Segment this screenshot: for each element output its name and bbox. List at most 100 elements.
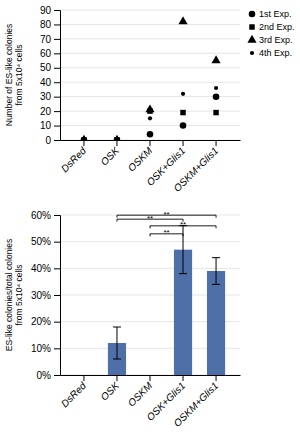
y-tick-mark xyxy=(54,322,60,323)
error-bar-cap xyxy=(212,257,220,258)
point xyxy=(213,110,218,115)
x-tick: DsRed xyxy=(59,140,89,174)
y-tick-mark xyxy=(54,82,60,83)
x-tick-mark xyxy=(183,375,184,381)
legend-marker xyxy=(247,35,256,43)
y-tick: 0 xyxy=(45,135,60,146)
y-axis-title: ES-like colonies/total coloniesfrom 5x10… xyxy=(4,239,24,351)
y-tick-label: 20 xyxy=(40,106,52,117)
y-tick: 80 xyxy=(40,19,60,30)
y-tick-label: 50% xyxy=(31,236,51,247)
grid-line xyxy=(60,125,240,126)
y-tick-mark xyxy=(54,375,60,376)
y-tick-label: 40% xyxy=(31,263,51,274)
x-tick-mark xyxy=(150,375,151,381)
y-tick-label: 40 xyxy=(40,77,52,88)
y-tick-mark xyxy=(54,39,60,40)
legend-label: 3rd Exp. xyxy=(259,35,293,45)
y-tick-mark xyxy=(54,53,60,54)
legend: 1st Exp.2nd Exp.3rd Exp.4th Exp. xyxy=(247,9,294,58)
error-bar-line xyxy=(116,327,117,359)
legend-marker xyxy=(249,11,256,18)
error-bar-cap xyxy=(113,327,121,328)
y-tick-label: 10 xyxy=(40,120,52,131)
x-tick: OSKM xyxy=(126,375,155,409)
bar xyxy=(207,271,225,375)
y-axis-title: Number of ES-like coloniesfrom 5x10⁴ cel… xyxy=(4,24,24,127)
error-bar xyxy=(212,258,220,285)
point xyxy=(213,93,220,100)
y-axis: 0102030405060708090 xyxy=(40,5,61,146)
y-tick-label: 30% xyxy=(31,290,51,301)
annotations: ******** xyxy=(117,210,216,238)
y-tick: 20% xyxy=(31,316,60,327)
significance-label: ** xyxy=(163,228,169,237)
point xyxy=(115,138,119,140)
error-bar xyxy=(179,226,187,274)
marks xyxy=(108,226,225,375)
x-tick: DsRed xyxy=(59,375,89,409)
legend-label: 4th Exp. xyxy=(259,48,292,58)
y-tick: 30% xyxy=(31,290,60,301)
y-tick-mark xyxy=(54,24,60,25)
marks xyxy=(79,16,220,140)
x-tick-label: DsRed xyxy=(59,380,89,410)
grid-line xyxy=(60,67,240,68)
y-tick-label: 80 xyxy=(40,19,52,30)
error-bars xyxy=(113,226,220,359)
x-tick-mark xyxy=(83,375,84,381)
y-tick: 40% xyxy=(31,263,60,274)
x-tick-label: OSKM+Glis1 xyxy=(171,145,220,194)
series xyxy=(81,93,220,140)
y-axis: 0% 10% 20% 30% 40% 50% 60% xyxy=(31,210,61,381)
y-tick-mark xyxy=(54,68,60,69)
y-tick: 10 xyxy=(40,120,60,131)
y-tick: 0% xyxy=(37,370,60,381)
x-tick: OSKM xyxy=(126,140,155,174)
y-tick-label: 50 xyxy=(40,62,52,73)
bars xyxy=(108,250,225,375)
point xyxy=(214,86,218,90)
y-tick-label: 0 xyxy=(45,135,51,146)
x-tick-label: OSKM xyxy=(126,379,155,408)
point xyxy=(180,122,187,129)
y-tick: 20 xyxy=(40,106,60,117)
y-tick-label: 20% xyxy=(31,316,51,327)
chart-svg: 0102030405060708090DsRedOSKOSKMOSK+Glis1… xyxy=(0,0,300,432)
grid-line xyxy=(60,38,240,39)
grid xyxy=(60,215,240,375)
x-tick-label: OSK xyxy=(98,379,122,403)
bar xyxy=(75,375,93,376)
point xyxy=(181,92,185,96)
y-tick-label: 60 xyxy=(40,48,52,59)
y-tick-mark xyxy=(54,140,60,141)
series xyxy=(82,86,218,140)
error-bar-cap xyxy=(113,359,121,360)
y-tick: 90 xyxy=(40,5,60,16)
x-tick-mark xyxy=(183,140,184,146)
legend-label: 1st Exp. xyxy=(259,9,292,19)
grid-line xyxy=(60,268,240,269)
y-tick: 10% xyxy=(31,343,60,354)
y-tick-mark xyxy=(54,348,60,349)
panel: 0102030405060708090DsRedOSKOSKMOSK+Glis1… xyxy=(4,5,295,194)
y-tick-label: 0% xyxy=(37,370,52,381)
error-bar-cap xyxy=(212,284,220,285)
grid-line xyxy=(60,82,240,83)
y-tick-mark xyxy=(54,111,60,112)
x-tick-label: OSK xyxy=(98,144,122,168)
y-tick: 60% xyxy=(31,210,60,221)
grid-line xyxy=(60,241,240,242)
y-tick-mark xyxy=(54,10,60,11)
error-bar-cap xyxy=(179,273,187,274)
y-tick: 30 xyxy=(40,91,60,102)
legend-marker xyxy=(250,51,254,55)
grid-line xyxy=(60,24,240,25)
significance-label: ** xyxy=(163,210,169,219)
y-tick-label: 60% xyxy=(31,210,51,221)
grid-line xyxy=(60,53,240,54)
legend-item: 4th Exp. xyxy=(250,48,292,58)
point xyxy=(79,135,88,140)
y-tick-label: 30 xyxy=(40,91,52,102)
point xyxy=(180,110,185,115)
